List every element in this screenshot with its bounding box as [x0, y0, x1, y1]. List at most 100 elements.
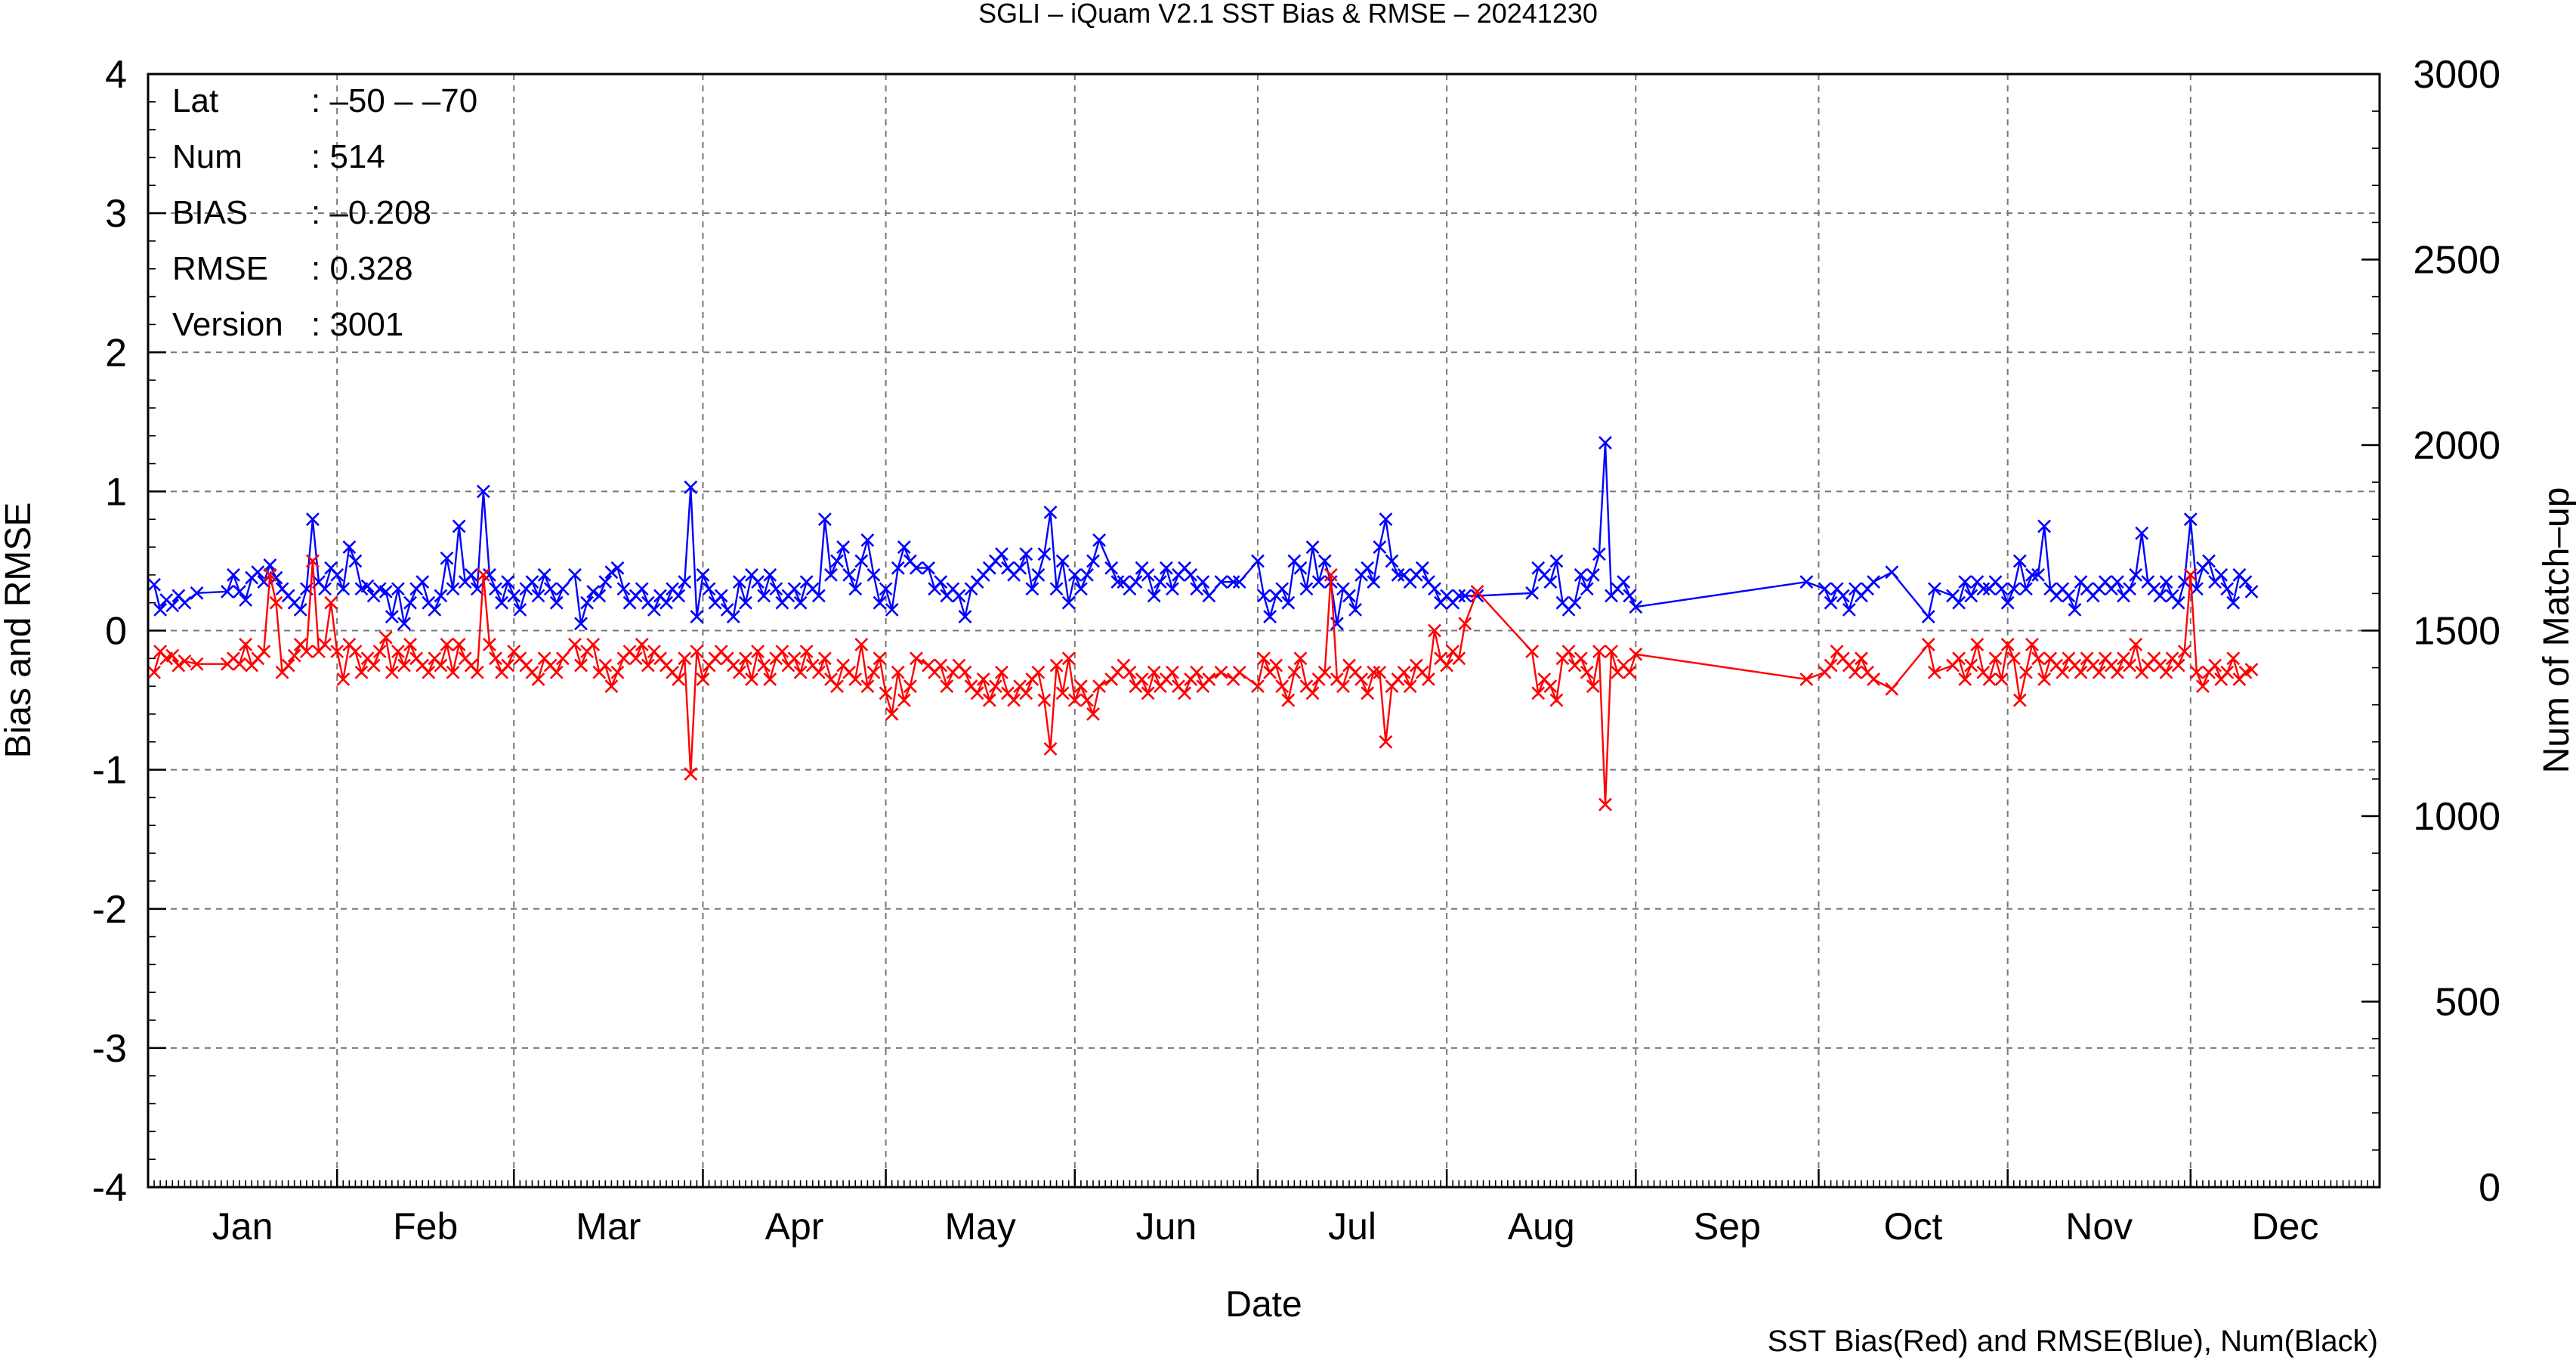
data-point: [604, 679, 619, 694]
data-point: [854, 554, 869, 568]
data-point: [2189, 665, 2204, 679]
data-point: [233, 585, 246, 598]
data-point: [403, 637, 417, 651]
data-point: [2111, 575, 2124, 589]
data-point: [1342, 589, 1356, 603]
data-point: [1836, 589, 1850, 603]
data-point: [811, 665, 826, 679]
data-point: [568, 637, 582, 651]
data-point: [1019, 686, 1033, 700]
data-point: [1166, 582, 1179, 596]
stats-value: : –50 – –70: [311, 82, 477, 119]
x-tick-label: Jan: [212, 1205, 273, 1248]
data-point: [1299, 582, 1314, 596]
y-right-tick-label: 500: [2435, 981, 2500, 1025]
data-point: [1391, 567, 1405, 582]
data-point: [336, 673, 351, 686]
data-point: [1166, 665, 1179, 679]
data-point: [2018, 665, 2033, 679]
data-point: [836, 540, 851, 554]
y-left-tick-label: -1: [92, 749, 127, 793]
data-point: [775, 645, 789, 659]
data-point: [1214, 575, 1228, 589]
data-point: [934, 575, 948, 589]
data-point: [2068, 602, 2082, 617]
data-point: [1574, 567, 1588, 582]
data-point: [239, 593, 253, 607]
data-point: [598, 658, 613, 673]
data-point: [879, 686, 893, 700]
data-point: [2123, 582, 2137, 596]
data-point: [1452, 651, 1466, 666]
data-point: [1317, 554, 1332, 568]
data-point: [690, 610, 704, 624]
data-point: [489, 582, 502, 596]
data-point: [1092, 533, 1106, 547]
data-point: [1104, 561, 1119, 575]
data-point: [2226, 595, 2241, 610]
data-point: [1043, 742, 1058, 756]
data-point: [1623, 665, 1637, 679]
data-point: [372, 645, 387, 659]
data-point: [2074, 665, 2088, 679]
data-point: [1958, 575, 1972, 589]
data-point: [1927, 665, 1941, 679]
data-point: [1184, 567, 1198, 582]
data-point: [263, 567, 277, 582]
y-right-ticks: 0 500 1000 1500 2000 2500 3000: [2361, 53, 2500, 1210]
data-point: [543, 582, 558, 596]
data-point: [1055, 554, 1070, 568]
data-point: [1257, 589, 1271, 603]
data-point: [1543, 679, 1558, 694]
data-point: [1049, 582, 1064, 596]
data-point: [604, 565, 619, 580]
data-point: [817, 512, 832, 527]
data-point: [922, 561, 936, 575]
data-point: [1592, 645, 1606, 659]
data-point: [1629, 647, 1643, 661]
data-point: [1867, 673, 1881, 686]
data-point: [586, 585, 601, 598]
data-point: [1824, 595, 1838, 610]
data-point: [470, 582, 484, 596]
data-point: [610, 665, 625, 679]
data-point: [787, 651, 802, 666]
data-point: [1080, 567, 1094, 582]
data-point: [305, 512, 320, 527]
x-tick-label: Feb: [393, 1205, 458, 1248]
data-point: [714, 589, 728, 603]
data-point: [1379, 734, 1393, 749]
data-point: [397, 617, 411, 631]
data-point: [233, 657, 246, 671]
data-point: [1379, 512, 1393, 527]
data-point: [1092, 679, 1106, 694]
data-point: [873, 595, 887, 610]
data-point: [1885, 565, 1899, 580]
data-point: [1354, 673, 1369, 686]
x-tick-label: Apr: [765, 1205, 824, 1248]
data-point: [1988, 651, 2003, 666]
data-point: [2000, 637, 2015, 651]
data-point: [1037, 693, 1052, 707]
data-point: [446, 582, 460, 596]
stats-label: Lat: [172, 82, 218, 119]
data-point: [873, 651, 887, 666]
y-left-tick-label: 0: [105, 610, 127, 654]
data-point: [903, 679, 917, 694]
data-point: [1592, 547, 1606, 561]
data-point: [1037, 547, 1052, 561]
data-point: [1123, 665, 1137, 679]
data-point: [2220, 582, 2235, 596]
data-point: [281, 658, 295, 673]
data-point: [287, 648, 301, 663]
data-point: [531, 673, 545, 686]
y-right-axis-label: Num of Match–up: [2537, 487, 2576, 774]
data-point: [1525, 645, 1540, 659]
data-point: [330, 645, 344, 659]
data-point: [1135, 673, 1149, 686]
data-point: [483, 567, 496, 582]
data-point: [2238, 575, 2253, 589]
data-point: [434, 589, 448, 603]
data-point: [702, 582, 716, 596]
data-point: [495, 595, 509, 610]
